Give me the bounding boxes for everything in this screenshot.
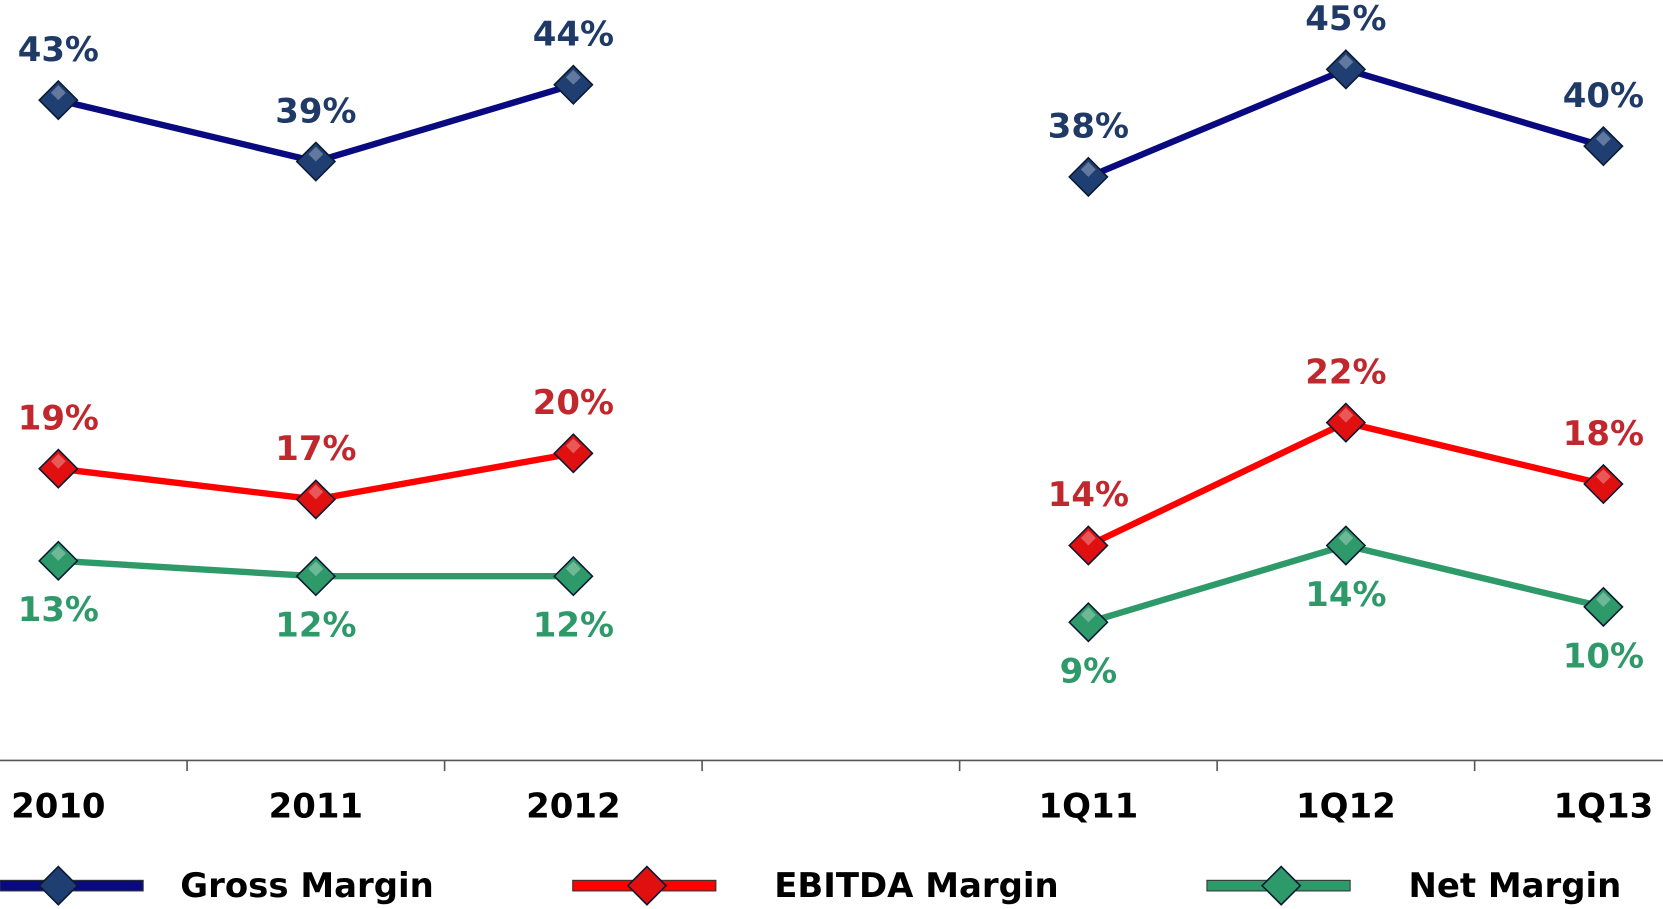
marker xyxy=(553,555,594,597)
data-label: 14% xyxy=(1048,476,1129,515)
marker-highlight xyxy=(1080,607,1096,623)
marker-highlight xyxy=(565,561,581,577)
marker xyxy=(295,555,337,597)
data-label: 40% xyxy=(1563,77,1644,116)
marker-highlight xyxy=(1338,54,1354,70)
data-label: 43% xyxy=(18,31,99,70)
data-label: 17% xyxy=(275,430,356,469)
data-label: 12% xyxy=(533,607,614,646)
marker xyxy=(295,141,337,182)
data-label: 39% xyxy=(275,92,356,131)
legend-label: EBITDA Margin xyxy=(774,867,1058,906)
data-label: 22% xyxy=(1305,353,1386,392)
x-tick-label: 1Q11 xyxy=(1039,788,1139,827)
marker-highlight xyxy=(308,146,324,162)
x-tick-label: 1Q13 xyxy=(1554,788,1654,827)
marker xyxy=(553,433,594,474)
marker-highlight xyxy=(1080,162,1096,177)
marker-highlight xyxy=(1338,407,1354,423)
marker-highlight xyxy=(565,69,581,85)
legend-marker xyxy=(1260,865,1302,906)
x-tick-label: 2012 xyxy=(526,788,620,827)
data-label: 19% xyxy=(18,399,99,438)
legend-label: Net Margin xyxy=(1408,867,1621,906)
marker-highlight xyxy=(1080,530,1096,546)
data-label: 38% xyxy=(1048,108,1129,147)
marker xyxy=(553,64,594,105)
marker-highlight xyxy=(1595,592,1611,607)
data-label: 10% xyxy=(1563,637,1644,676)
data-label: 13% xyxy=(18,591,99,630)
data-label: 20% xyxy=(533,384,614,423)
marker-highlight xyxy=(565,438,581,454)
marker xyxy=(1325,49,1367,90)
marker-highlight xyxy=(1595,469,1611,485)
marker xyxy=(1068,602,1109,643)
data-label: 9% xyxy=(1060,653,1118,692)
marker xyxy=(1583,125,1624,167)
marker xyxy=(38,448,79,489)
marker xyxy=(295,479,337,520)
data-label: 44% xyxy=(533,15,614,54)
data-label: 18% xyxy=(1563,415,1644,454)
marker-highlight xyxy=(308,484,324,500)
marker xyxy=(38,79,79,121)
legend-marker xyxy=(626,865,668,906)
marker xyxy=(1583,586,1624,628)
legend-label: Gross Margin xyxy=(180,867,434,906)
marker xyxy=(1325,525,1367,566)
x-tick-label: 1Q12 xyxy=(1296,788,1396,827)
data-label: 12% xyxy=(275,607,356,646)
data-label: 14% xyxy=(1305,576,1386,615)
marker xyxy=(1583,463,1624,505)
marker xyxy=(1068,525,1109,566)
marker xyxy=(1325,402,1367,443)
marker xyxy=(38,540,79,582)
marker xyxy=(1068,156,1109,198)
legend-marker xyxy=(38,865,79,906)
x-tick-label: 2011 xyxy=(269,788,363,827)
x-tick-label: 2010 xyxy=(11,788,105,827)
marker-highlight xyxy=(1595,131,1611,147)
marker-highlight xyxy=(308,561,324,577)
data-label: 45% xyxy=(1305,0,1386,39)
